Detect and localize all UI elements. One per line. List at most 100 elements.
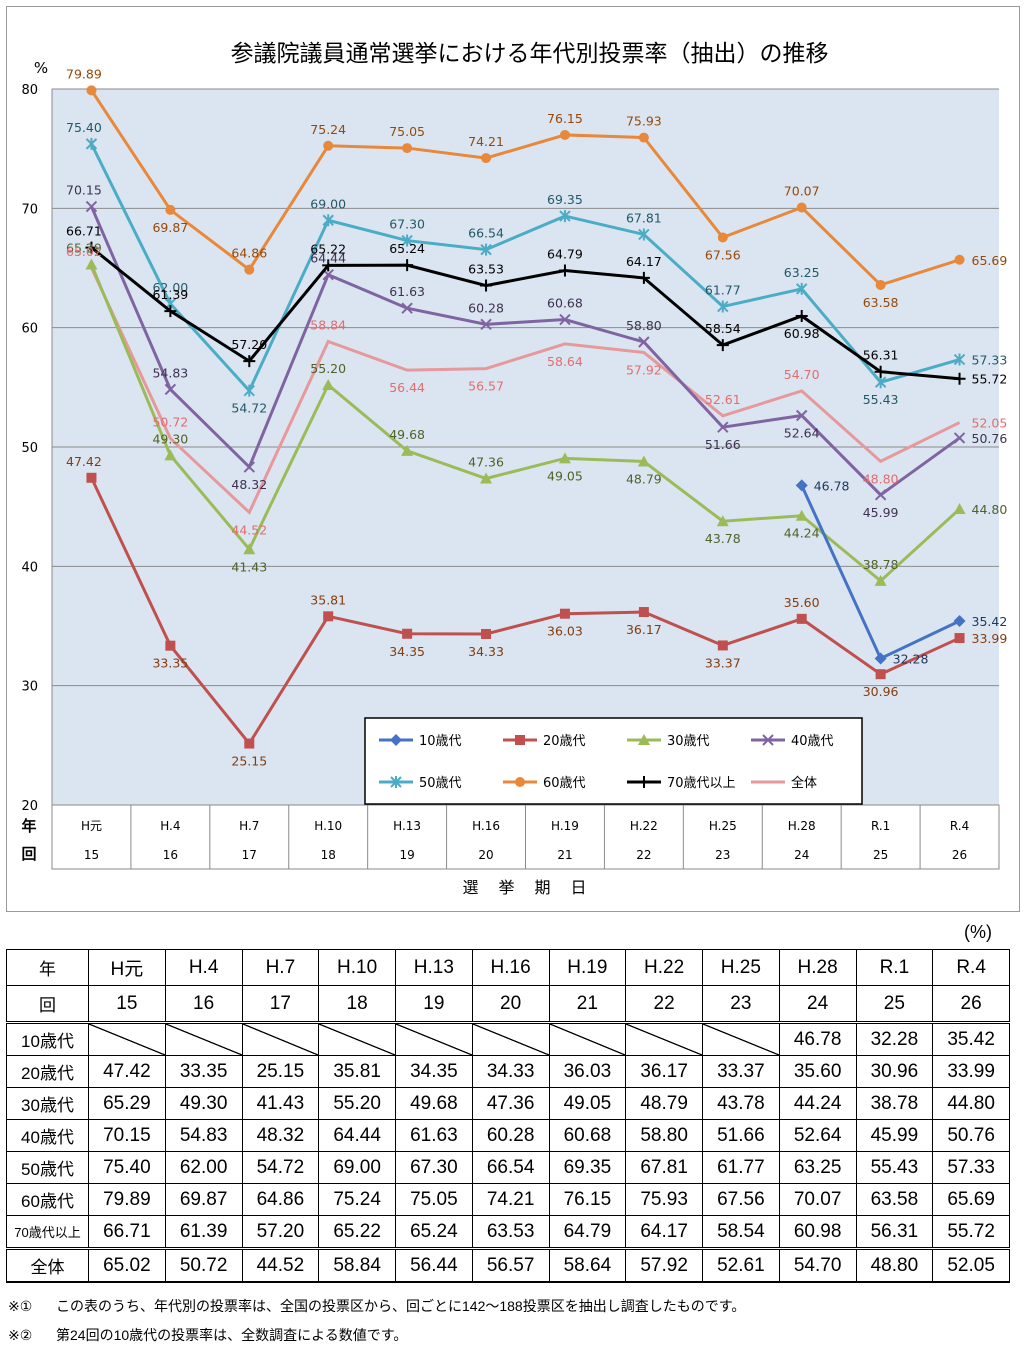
data-label: 58.54 (705, 321, 741, 336)
data-label: 75.24 (310, 122, 346, 137)
y-tick-label: 40 (21, 560, 38, 575)
data-label: 35.60 (784, 595, 820, 610)
data-label: 63.53 (468, 262, 504, 277)
table-unit: (%) (964, 922, 992, 942)
row-label: 50歳代 (6, 1151, 89, 1184)
series-line (90, 246, 960, 381)
data-label: 69.87 (152, 220, 188, 235)
data-label: 33.37 (705, 655, 741, 670)
value-cell: 75.24 (318, 1183, 396, 1216)
value-cell: 54.72 (241, 1151, 320, 1184)
round-cell: 24 (778, 985, 857, 1023)
data-label: 52.05 (972, 416, 1008, 431)
data-label: 33.99 (972, 631, 1008, 646)
data-label: 54.72 (231, 401, 267, 416)
empty-cell (702, 1021, 780, 1056)
data-label: 63.25 (784, 265, 820, 280)
data-table: 年 H元 H.4 H.7 H.10 H.13 H.16 H.19 H.22 H.25 H.28 R.1… (6, 949, 1010, 1283)
note-1-mark: ※① (8, 1298, 33, 1314)
value-cell: 55.20 (318, 1087, 396, 1120)
value-cell: 35.81 (318, 1055, 396, 1088)
data-label: 64.44 (310, 251, 346, 266)
year-cell: H.19 (548, 949, 627, 986)
table-row: 40歳代 70.15 54.83 48.32 64.44 61.63 60.28 60.68 5… (6, 1119, 1010, 1152)
data-label: 65.69 (972, 253, 1008, 268)
x-tick-year: H.13 (393, 819, 421, 833)
data-label: 65.29 (66, 241, 102, 256)
marker-star (243, 384, 255, 397)
data-label: 74.21 (468, 134, 504, 149)
marker-x (243, 461, 255, 473)
marker-triangle (480, 472, 493, 484)
data-label: 79.89 (66, 66, 102, 81)
marker-x (717, 421, 729, 433)
marker-square (796, 613, 807, 624)
x-tick-year: H.28 (788, 819, 816, 833)
value-cell: 79.89 (88, 1183, 166, 1216)
marker-star (401, 234, 413, 247)
data-label: 67.30 (389, 217, 425, 232)
note-1-text: この表のうち、年代別の投票率は、全国の投票区から、回ごとに142～188投票区を… (56, 1298, 746, 1314)
value-cell: 75.05 (395, 1183, 473, 1216)
marker-circle (638, 132, 649, 143)
y-tick-label: 20 (21, 799, 38, 814)
data-label: 54.83 (152, 365, 188, 380)
marker-x (164, 383, 177, 396)
marker-plus (795, 309, 808, 322)
table-row: 60歳代 79.89 69.87 64.86 75.24 75.05 74.21 76.15 7… (6, 1183, 1010, 1216)
data-label: 55.20 (310, 361, 346, 376)
value-cell: 57.33 (932, 1151, 1010, 1184)
y-tick-label: 80 (21, 83, 38, 98)
marker-star (638, 228, 650, 241)
data-label: 75.40 (66, 120, 102, 135)
empty-cell (395, 1021, 473, 1056)
y-axis-unit: % (34, 59, 48, 77)
value-cell: 60.68 (548, 1119, 627, 1152)
x-tick-round: 24 (794, 848, 809, 862)
x-tick-round: 20 (478, 848, 493, 862)
marker-circle (86, 85, 97, 96)
value-cell: 56.31 (855, 1215, 934, 1249)
legend-label: 60歳代 (543, 776, 586, 791)
x-tick-round: 18 (321, 848, 336, 862)
series-10歳代 (795, 479, 966, 665)
row-label: 20歳代 (6, 1055, 89, 1088)
empty-cell (318, 1021, 396, 1056)
data-label: 43.78 (705, 531, 741, 546)
marker-triangle (401, 444, 414, 456)
data-label: 60.68 (547, 296, 583, 311)
marker-square (402, 628, 413, 639)
value-cell: 55.43 (855, 1151, 934, 1184)
data-label: 41.43 (231, 559, 267, 574)
marker-square (954, 633, 965, 644)
marker-diamond (953, 614, 966, 627)
marker-plus (85, 241, 98, 254)
x-tick-round: 26 (952, 848, 967, 862)
row-label: 回 (6, 985, 89, 1023)
year-cell: H.25 (702, 949, 780, 986)
table-row: 10歳代 46.78 32.28 35.42 (6, 1021, 1010, 1056)
x-tick-round: 21 (557, 848, 572, 862)
legend-item: 40歳代 (751, 734, 834, 749)
empty-cell (548, 1021, 627, 1056)
marker-star (874, 376, 887, 389)
marker-square (481, 628, 492, 639)
value-cell: 65.29 (88, 1087, 166, 1120)
value-cell: 45.99 (855, 1119, 934, 1152)
x-tick-year: R.4 (950, 819, 969, 833)
x-tick-year: R.1 (871, 819, 890, 833)
data-label: 52.64 (784, 425, 820, 440)
marker-triangle (637, 455, 650, 467)
round-cell: 26 (932, 985, 1010, 1023)
y-tick-label: 30 (21, 680, 38, 695)
series-line (90, 477, 961, 747)
marker-plus (874, 365, 887, 378)
marker-x (559, 313, 571, 326)
marker-circle (717, 232, 728, 243)
data-label: 65.22 (310, 241, 346, 256)
data-label: 32.28 (893, 651, 929, 666)
marker-triangle (164, 449, 177, 461)
marker-star (85, 137, 98, 150)
data-label: 34.33 (468, 644, 504, 659)
row-label: 60歳代 (6, 1183, 89, 1216)
